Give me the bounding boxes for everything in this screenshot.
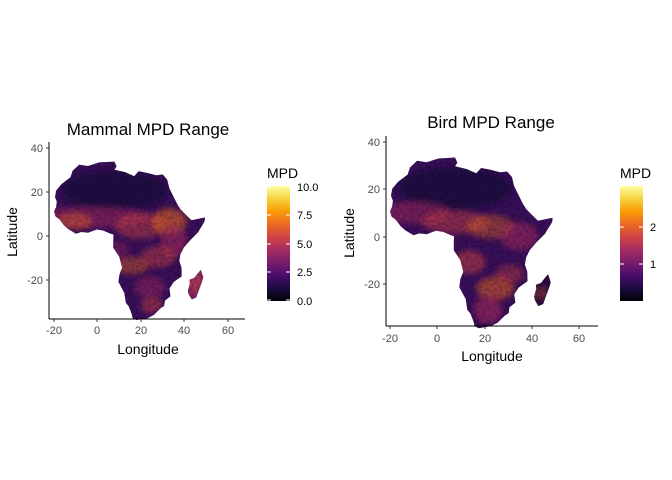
mammal-mpd-map: [54, 161, 205, 320]
y-tick-label: 20: [368, 184, 380, 196]
x-tick-label: 40: [178, 325, 190, 337]
x-tick-label: 60: [222, 325, 234, 337]
legend-label: 5.0: [297, 239, 312, 251]
x-tick-20: 20: [479, 326, 491, 345]
y-tick-20: 20: [31, 187, 49, 199]
y-tick-40: 40: [368, 137, 386, 149]
legend-title: MPD: [620, 165, 651, 181]
y-tick-label: 40: [368, 137, 380, 149]
color-legend: MPD 2 1: [620, 165, 656, 301]
y-tick-label: 0: [37, 231, 43, 243]
y-tick-label: -20: [27, 275, 43, 287]
x-tick-neg20: -20: [46, 319, 62, 337]
legend-title: MPD: [267, 165, 298, 181]
x-tick-40: 40: [526, 326, 538, 345]
mpd-heat-layer: [390, 157, 553, 329]
legend-ticks: [620, 226, 643, 265]
y-tick-0: 0: [374, 232, 386, 244]
legend-colorbar: [267, 186, 290, 301]
mpd-heat-layer: [54, 161, 205, 320]
x-tick-0: 0: [94, 319, 100, 337]
x-tick-label: 0: [94, 325, 100, 337]
x-tick-0: 0: [434, 326, 440, 345]
x-tick-label: 60: [573, 333, 585, 345]
raster-texture: [390, 157, 553, 329]
color-legend: MPD 10.0 7.5 5.0 2.5 0.0: [267, 165, 318, 308]
y-axis-title: Latitude: [341, 208, 357, 258]
y-tick-40: 40: [31, 143, 49, 155]
x-tick-20: 20: [135, 319, 147, 337]
y-tick-neg20: -20: [364, 279, 386, 291]
x-tick-60: 60: [573, 326, 585, 345]
plot-title: Mammal MPD Range: [67, 120, 230, 139]
y-tick-label: 20: [31, 187, 43, 199]
x-axis-title: Longitude: [117, 341, 179, 357]
raster-texture: [54, 161, 205, 320]
legend-label: 7.5: [297, 210, 312, 222]
mammal-mpd-panel: Mammal MPD Range 40 20 0 -20 -20 0: [4, 120, 318, 357]
bird-mpd-map: [390, 157, 553, 329]
x-tick-60: 60: [222, 319, 234, 337]
x-tick-label: 20: [135, 325, 147, 337]
y-tick-label: -20: [364, 279, 380, 291]
x-tick-40: 40: [178, 319, 190, 337]
x-tick-label: -20: [382, 333, 398, 345]
x-tick-label: 0: [434, 333, 440, 345]
y-axis-title: Latitude: [4, 207, 20, 257]
x-axis-title: Longitude: [461, 348, 523, 364]
y-tick-20: 20: [368, 184, 386, 196]
x-tick-label: 40: [526, 333, 538, 345]
plot-title: Bird MPD Range: [427, 113, 555, 132]
x-tick-label: 20: [479, 333, 491, 345]
x-tick-neg20: -20: [382, 326, 398, 345]
legend-colorbar: [620, 186, 643, 301]
y-tick-label: 40: [31, 143, 43, 155]
legend-ticks: [267, 186, 290, 301]
y-tick-neg20: -20: [27, 275, 49, 287]
legend-label: 1: [650, 259, 656, 271]
legend-label: 10.0: [297, 182, 318, 194]
legend-label: 2: [650, 222, 656, 234]
legend-label: 0.0: [297, 296, 312, 308]
legend-label: 2.5: [297, 267, 312, 279]
x-tick-label: -20: [46, 325, 62, 337]
y-tick-label: 0: [374, 232, 380, 244]
y-tick-0: 0: [37, 231, 49, 243]
bird-mpd-panel: Bird MPD Range 40 20 0 -20 -20 0: [341, 113, 656, 364]
